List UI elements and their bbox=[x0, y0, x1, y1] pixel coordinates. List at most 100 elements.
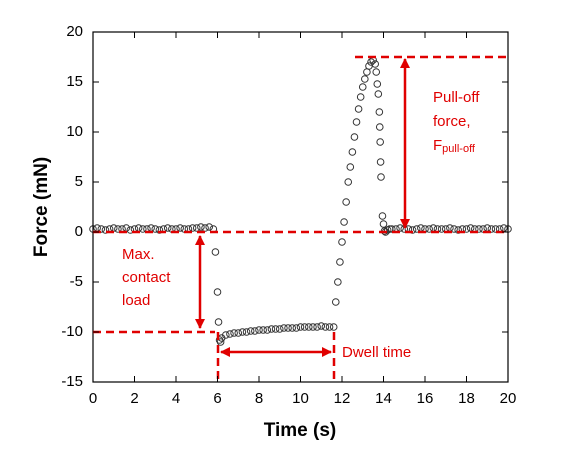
annotation: Pull-off bbox=[433, 89, 480, 106]
data-point bbox=[376, 158, 385, 166]
data-point bbox=[336, 258, 344, 266]
data-point bbox=[342, 198, 350, 206]
data-point bbox=[375, 123, 384, 131]
data-point bbox=[305, 323, 313, 331]
data-point bbox=[356, 93, 365, 101]
y-axis-title: Force (mN) bbox=[31, 157, 52, 257]
y-tick-label: -5 bbox=[70, 273, 83, 290]
data-point bbox=[338, 238, 346, 246]
x-tick-label: 18 bbox=[458, 390, 475, 407]
data-point bbox=[425, 225, 433, 233]
data-point bbox=[352, 118, 361, 126]
data-point bbox=[155, 226, 164, 234]
data-point bbox=[374, 90, 383, 98]
data-point bbox=[201, 224, 209, 232]
annotation: Dwell time bbox=[342, 344, 411, 361]
data-point bbox=[365, 62, 373, 70]
data-point bbox=[222, 331, 230, 339]
data-point bbox=[267, 325, 276, 333]
data-point bbox=[373, 80, 382, 88]
data-point bbox=[358, 83, 367, 91]
data-point bbox=[462, 225, 471, 233]
x-tick-label: 4 bbox=[172, 390, 180, 407]
data-point bbox=[216, 338, 225, 346]
annotation: F bbox=[433, 137, 442, 154]
x-axis-title: Time (s) bbox=[264, 420, 337, 441]
data-point bbox=[205, 223, 213, 231]
data-point bbox=[371, 60, 380, 68]
data-point bbox=[284, 324, 292, 332]
plot-area bbox=[89, 56, 512, 346]
data-point bbox=[475, 225, 483, 233]
data-point bbox=[388, 225, 396, 233]
x-tick-label: 0 bbox=[89, 390, 97, 407]
data-point bbox=[340, 218, 348, 226]
data-point bbox=[375, 108, 384, 116]
data-point bbox=[275, 325, 284, 333]
data-point bbox=[454, 226, 463, 234]
data-point bbox=[321, 323, 330, 331]
data-point bbox=[313, 323, 321, 331]
annotation: Max. bbox=[122, 246, 155, 263]
data-point bbox=[408, 226, 417, 234]
data-point bbox=[101, 226, 110, 234]
annotation: force, bbox=[433, 113, 471, 130]
data-point bbox=[378, 212, 387, 220]
plot-frame bbox=[92, 31, 509, 383]
data-point bbox=[292, 324, 301, 332]
data-point bbox=[251, 327, 259, 335]
annotation: load bbox=[122, 292, 150, 309]
data-point bbox=[126, 226, 135, 234]
x-tick-label: 2 bbox=[130, 390, 138, 407]
data-point bbox=[139, 225, 147, 233]
data-point bbox=[122, 224, 130, 232]
data-point bbox=[238, 328, 247, 336]
data-point bbox=[97, 225, 106, 233]
data-point bbox=[325, 323, 334, 331]
data-point bbox=[246, 327, 255, 335]
x-tick-label: 20 bbox=[500, 390, 517, 407]
data-point bbox=[354, 105, 363, 113]
data-point bbox=[329, 323, 338, 331]
data-point bbox=[213, 288, 222, 296]
data-point bbox=[230, 329, 238, 337]
data-point bbox=[348, 148, 357, 156]
data-point bbox=[288, 324, 297, 332]
data-point bbox=[296, 323, 305, 331]
data-point bbox=[271, 325, 280, 333]
data-point bbox=[450, 225, 458, 233]
y-tick-label: 10 bbox=[66, 123, 83, 140]
data-point bbox=[259, 326, 267, 334]
data-point bbox=[367, 58, 375, 66]
data-point bbox=[151, 225, 160, 233]
annotation: contact bbox=[122, 269, 171, 286]
data-point bbox=[346, 163, 355, 171]
data-point bbox=[300, 323, 309, 331]
x-tick-label: 14 bbox=[375, 390, 392, 407]
data-point bbox=[176, 224, 184, 232]
data-point bbox=[226, 330, 234, 338]
data-point bbox=[263, 326, 272, 334]
data-point bbox=[192, 224, 201, 232]
data-point bbox=[234, 329, 243, 337]
data-point bbox=[317, 322, 326, 330]
data-point bbox=[377, 173, 385, 181]
annotation-lines bbox=[93, 55, 508, 382]
data-point bbox=[309, 323, 317, 331]
data-point bbox=[491, 225, 500, 233]
x-tick-label: 12 bbox=[334, 390, 351, 407]
data-point bbox=[487, 225, 496, 233]
y-tick-label: 5 bbox=[75, 173, 83, 190]
data-point bbox=[350, 133, 359, 141]
data-point bbox=[344, 178, 353, 186]
y-tick-label: -15 bbox=[61, 373, 83, 390]
data-point bbox=[376, 138, 384, 146]
data-point bbox=[197, 223, 205, 231]
data-point bbox=[437, 225, 446, 233]
y-tick-label: 20 bbox=[66, 23, 83, 40]
data-point bbox=[412, 225, 421, 233]
x-tick-label: 10 bbox=[292, 390, 309, 407]
data-point bbox=[334, 278, 342, 286]
data-point bbox=[372, 68, 381, 76]
y-tick-label: 0 bbox=[75, 223, 83, 240]
